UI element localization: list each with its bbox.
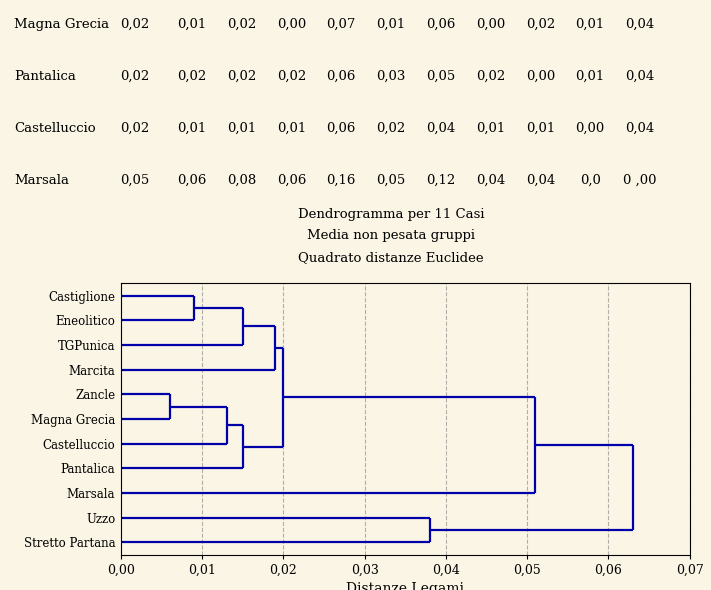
Text: Dendrogramma per 11 Casi: Dendrogramma per 11 Casi xyxy=(298,208,484,221)
Text: 0,01: 0,01 xyxy=(575,70,605,83)
Text: 0,12: 0,12 xyxy=(426,174,456,187)
Text: Quadrato distanze Euclidee: Quadrato distanze Euclidee xyxy=(298,251,484,264)
Text: 0,02: 0,02 xyxy=(120,18,150,31)
Text: 0,06: 0,06 xyxy=(326,70,356,83)
Text: 0,04: 0,04 xyxy=(476,174,506,187)
Text: Castelluccio: Castelluccio xyxy=(14,122,96,135)
Text: 0,01: 0,01 xyxy=(177,18,207,31)
Text: 0,04: 0,04 xyxy=(525,174,555,187)
Text: 0,07: 0,07 xyxy=(326,18,356,31)
Text: 0,02: 0,02 xyxy=(227,18,257,31)
Text: 0,02: 0,02 xyxy=(227,70,257,83)
Text: 0,01: 0,01 xyxy=(476,122,506,135)
Text: 0,16: 0,16 xyxy=(326,174,356,187)
Text: 0,00: 0,00 xyxy=(525,70,555,83)
Text: 0,01: 0,01 xyxy=(575,18,605,31)
Text: 0,06: 0,06 xyxy=(277,174,306,187)
Text: 0,04: 0,04 xyxy=(426,122,456,135)
Text: Media non pesata gruppi: Media non pesata gruppi xyxy=(307,230,475,242)
Text: 0,03: 0,03 xyxy=(376,70,406,83)
Text: 0,02: 0,02 xyxy=(376,122,406,135)
Text: 0,00: 0,00 xyxy=(277,18,306,31)
Text: 0,05: 0,05 xyxy=(426,70,456,83)
Text: Marsala: Marsala xyxy=(14,174,69,187)
Text: 0,05: 0,05 xyxy=(376,174,406,187)
Text: 0,04: 0,04 xyxy=(625,18,655,31)
Text: Magna Grecia: Magna Grecia xyxy=(14,18,109,31)
Text: 0,02: 0,02 xyxy=(525,18,555,31)
Text: 0,02: 0,02 xyxy=(177,70,207,83)
Text: 0,02: 0,02 xyxy=(277,70,306,83)
Text: 0,01: 0,01 xyxy=(376,18,406,31)
Text: 0,06: 0,06 xyxy=(426,18,456,31)
Text: 0,02: 0,02 xyxy=(476,70,506,83)
Text: 0,0: 0,0 xyxy=(579,174,601,187)
X-axis label: Distanze Legami: Distanze Legami xyxy=(346,582,464,590)
Text: 0,04: 0,04 xyxy=(625,122,655,135)
Text: 0,08: 0,08 xyxy=(227,174,257,187)
Text: Pantalica: Pantalica xyxy=(14,70,76,83)
Text: 0,06: 0,06 xyxy=(326,122,356,135)
Text: 0,05: 0,05 xyxy=(120,174,150,187)
Text: 0,00: 0,00 xyxy=(575,122,605,135)
Text: 0,00: 0,00 xyxy=(476,18,506,31)
Text: 0,01: 0,01 xyxy=(277,122,306,135)
Text: 0,01: 0,01 xyxy=(525,122,555,135)
Text: 0,01: 0,01 xyxy=(227,122,257,135)
Text: 0,06: 0,06 xyxy=(177,174,207,187)
Text: 0,04: 0,04 xyxy=(625,70,655,83)
Text: 0,02: 0,02 xyxy=(120,70,150,83)
Text: 0,01: 0,01 xyxy=(177,122,207,135)
Text: 0,02: 0,02 xyxy=(120,122,150,135)
Text: 0 ,00: 0 ,00 xyxy=(623,174,657,187)
